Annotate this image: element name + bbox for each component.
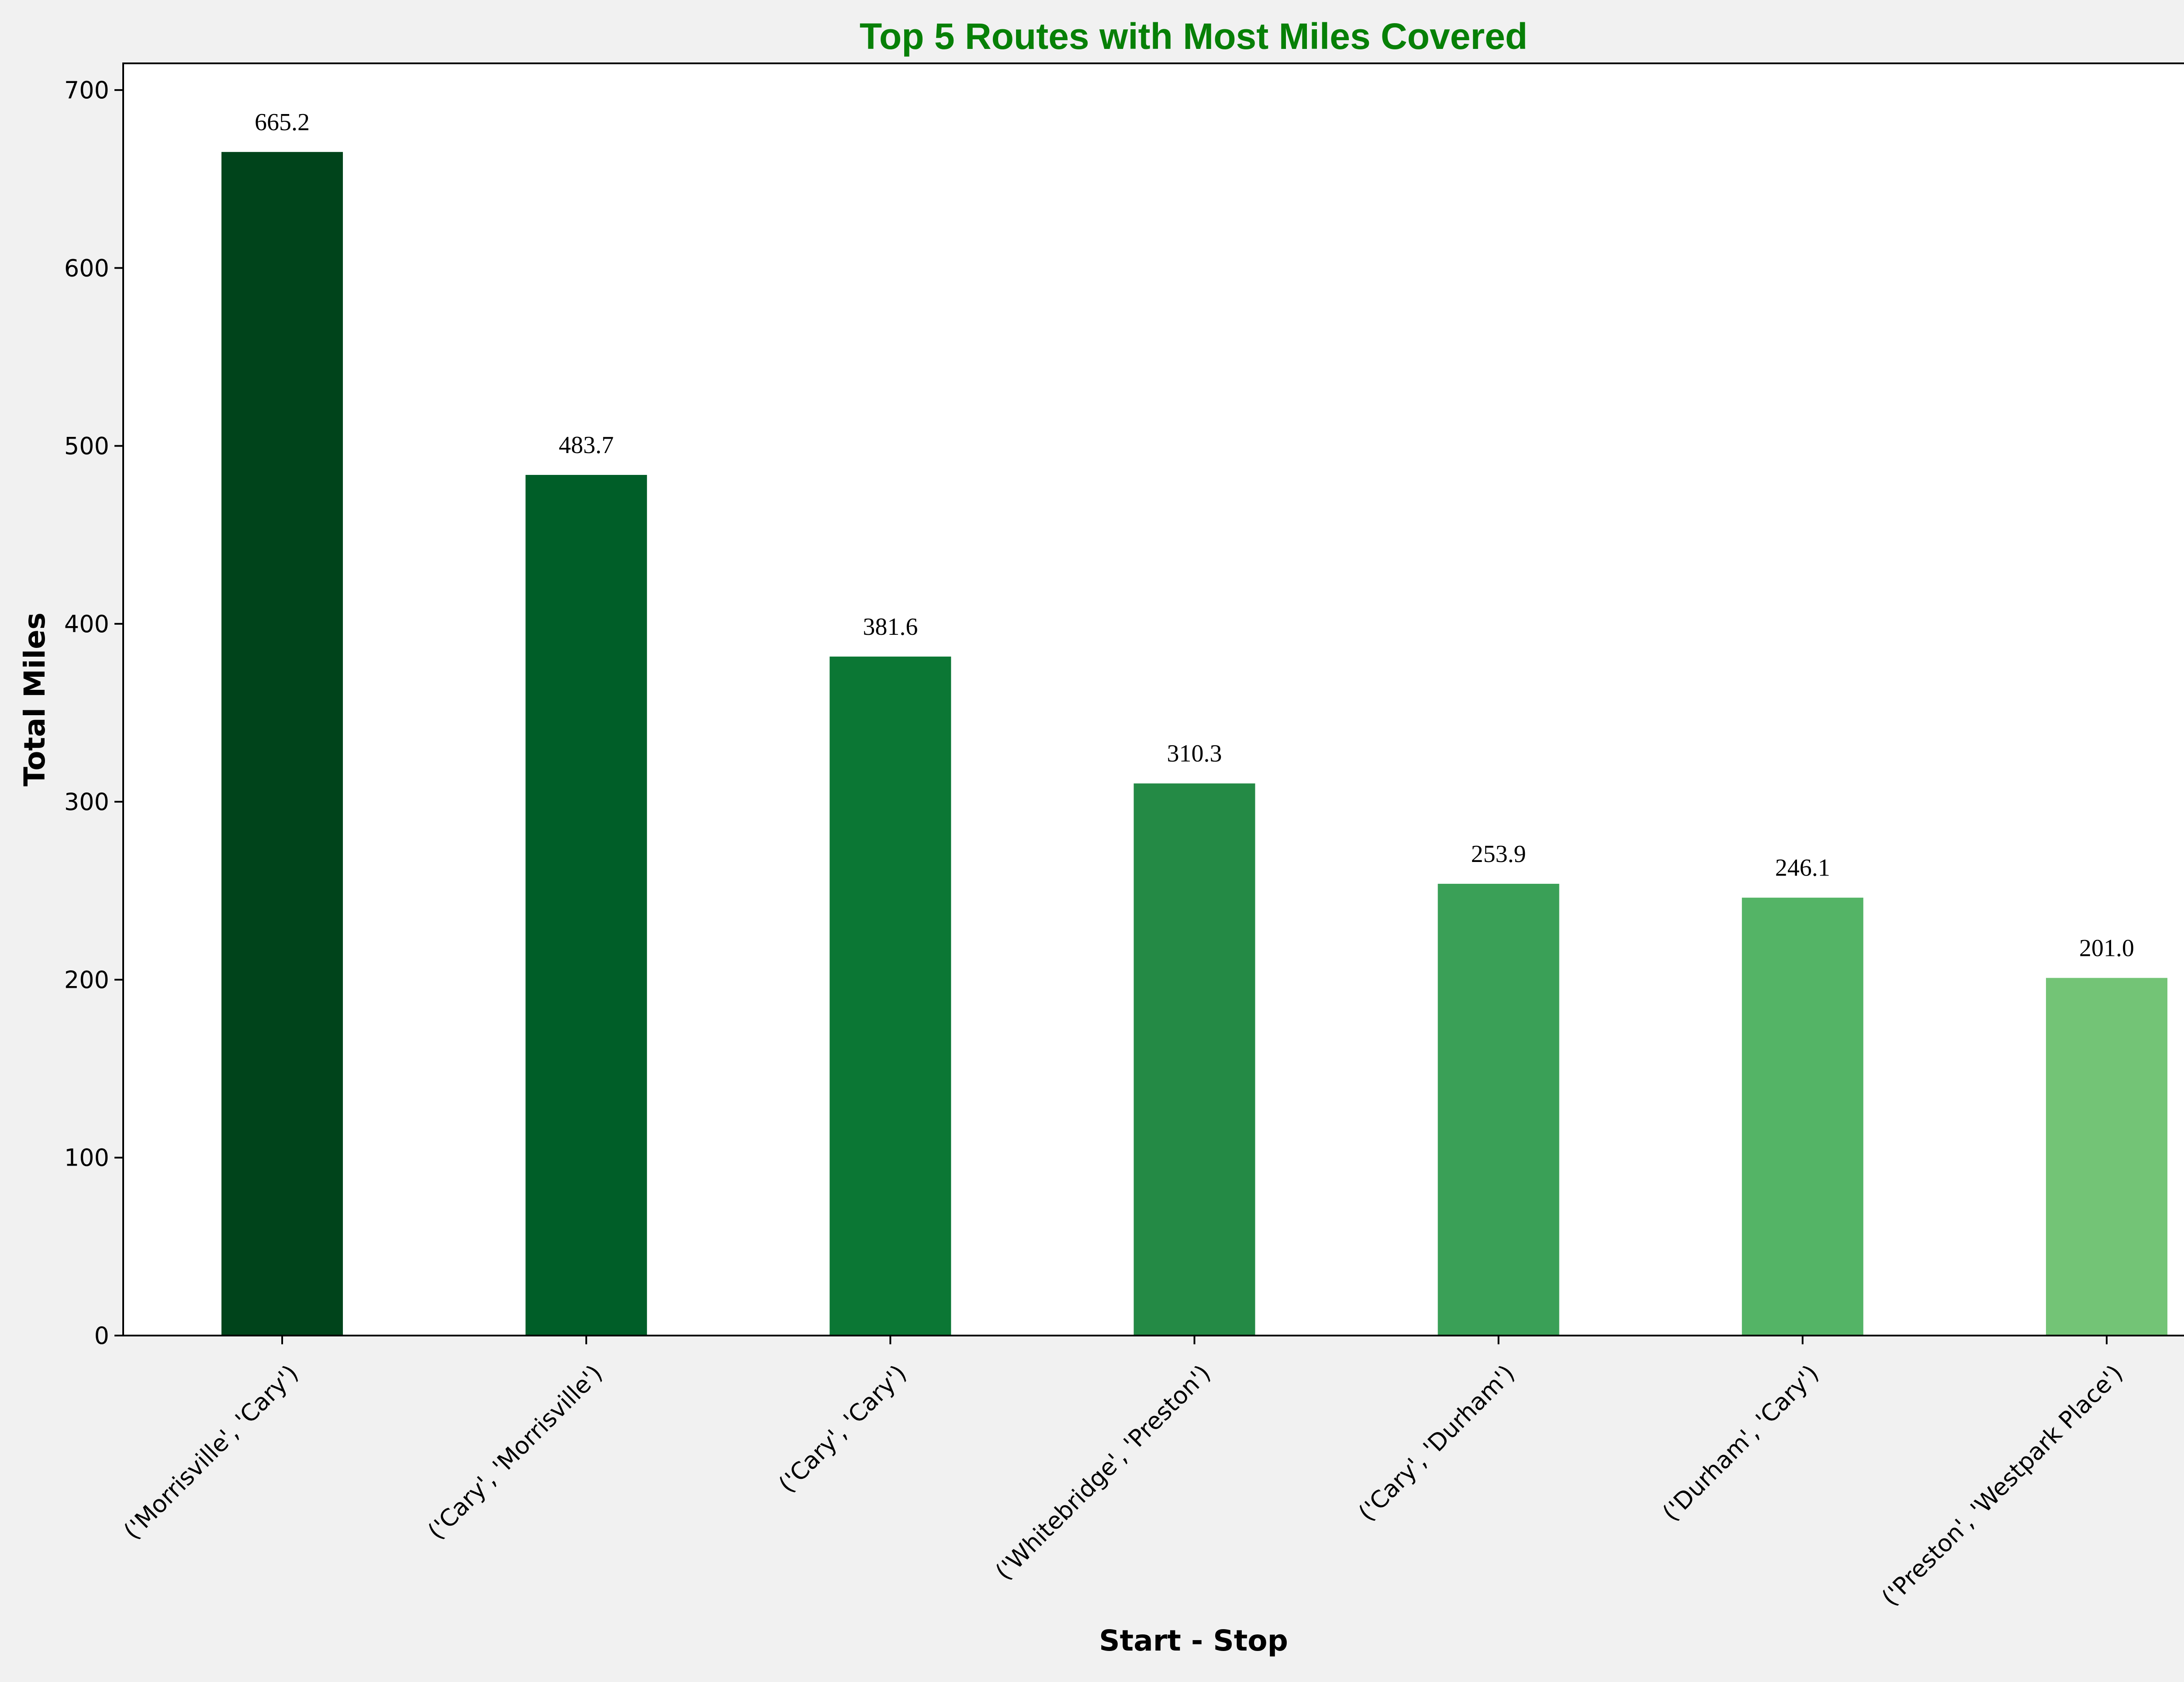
y-tick-label-2: 200 [64, 966, 109, 993]
y-tick-label-3: 300 [64, 788, 109, 816]
bar-3 [829, 656, 951, 1336]
bars-group [221, 152, 2167, 1336]
bar-4 [1133, 783, 1255, 1336]
y-tick-label-6: 600 [64, 254, 109, 282]
y-axis: 0 100 200 300 400 500 600 700 [64, 76, 123, 1350]
y-tick-label-1: 100 [64, 1144, 109, 1172]
data-label-5: 253.9 [1471, 841, 1526, 868]
data-label-7: 201.0 [2079, 934, 2134, 962]
bar-1 [221, 152, 343, 1336]
bar-6 [1742, 897, 1863, 1336]
chart-title: Top 5 Routes with Most Miles Covered [860, 16, 1527, 57]
y-tick-label-0: 0 [94, 1322, 109, 1350]
bar-7 [2046, 978, 2167, 1336]
x-axis-title: Start - Stop [1099, 1624, 1288, 1658]
data-label-2: 483.7 [559, 432, 614, 459]
y-axis-title: Total Miles [18, 613, 52, 786]
y-tick-label-4: 400 [64, 610, 109, 638]
data-label-1: 665.2 [255, 109, 310, 136]
data-label-3: 381.6 [863, 613, 918, 640]
bar-5 [1438, 883, 1559, 1336]
y-tick-label-5: 500 [64, 433, 109, 460]
bar-2 [525, 475, 647, 1336]
y-tick-label-7: 700 [64, 76, 109, 104]
data-label-6: 246.1 [1775, 855, 1830, 882]
data-labels-group: 665.2 483.7 381.6 310.3 253.9 246.1 201.0 [255, 109, 2134, 962]
data-label-4: 310.3 [1167, 740, 1222, 767]
